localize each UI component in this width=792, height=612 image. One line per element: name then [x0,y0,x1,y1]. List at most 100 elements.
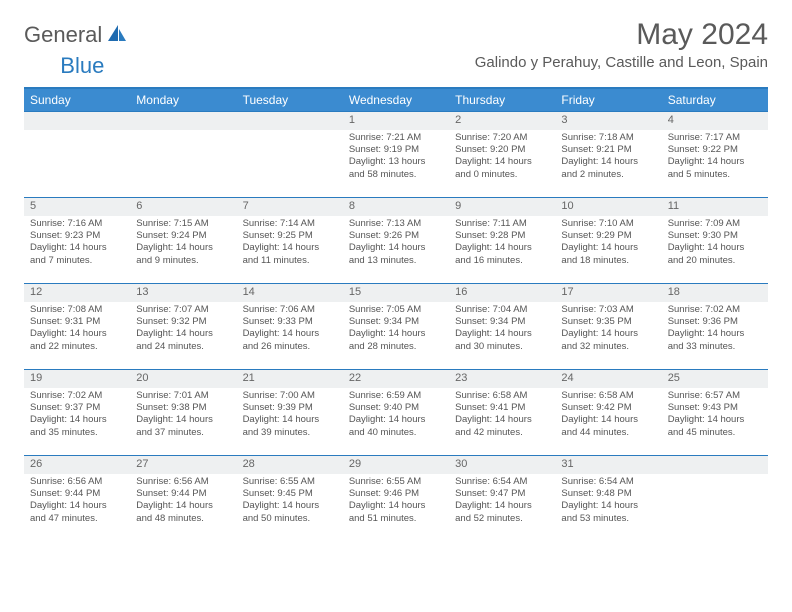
sunset-text: Sunset: 9:35 PM [561,316,655,328]
day-content-cell: Sunrise: 7:09 AMSunset: 9:30 PMDaylight:… [662,216,768,284]
weekday-header-row: Sunday Monday Tuesday Wednesday Thursday… [24,88,768,112]
content-row: Sunrise: 6:56 AMSunset: 9:44 PMDaylight:… [24,474,768,542]
sunrise-text: Sunrise: 7:13 AM [349,218,443,230]
daylight-text: Daylight: 14 hours and 48 minutes. [136,500,230,525]
sunset-text: Sunset: 9:44 PM [30,488,124,500]
sunrise-text: Sunrise: 6:56 AM [30,476,124,488]
sunrise-text: Sunrise: 6:54 AM [455,476,549,488]
sunset-text: Sunset: 9:41 PM [455,402,549,414]
sunrise-text: Sunrise: 7:17 AM [668,132,762,144]
logo: General [24,22,130,48]
sunset-text: Sunset: 9:23 PM [30,230,124,242]
sunrise-text: Sunrise: 7:18 AM [561,132,655,144]
sunrise-text: Sunrise: 6:59 AM [349,390,443,402]
day-content-cell: Sunrise: 6:59 AMSunset: 9:40 PMDaylight:… [343,388,449,456]
day-content-cell: Sunrise: 7:14 AMSunset: 9:25 PMDaylight:… [237,216,343,284]
daylight-text: Daylight: 14 hours and 32 minutes. [561,328,655,353]
daylight-text: Daylight: 14 hours and 52 minutes. [455,500,549,525]
weekday-header: Thursday [449,88,555,112]
sunrise-text: Sunrise: 7:09 AM [668,218,762,230]
daynum-row: 19202122232425 [24,370,768,388]
sunset-text: Sunset: 9:45 PM [243,488,337,500]
day-number-cell: 2 [449,112,555,130]
day-content-cell: Sunrise: 6:54 AMSunset: 9:48 PMDaylight:… [555,474,661,542]
day-content-cell: Sunrise: 7:07 AMSunset: 9:32 PMDaylight:… [130,302,236,370]
sunset-text: Sunset: 9:36 PM [668,316,762,328]
daylight-text: Daylight: 14 hours and 0 minutes. [455,156,549,181]
daylight-text: Daylight: 14 hours and 51 minutes. [349,500,443,525]
daylight-text: Daylight: 14 hours and 20 minutes. [668,242,762,267]
day-number-cell: 7 [237,198,343,216]
sunrise-text: Sunrise: 7:21 AM [349,132,443,144]
daylight-text: Daylight: 13 hours and 58 minutes. [349,156,443,181]
daylight-text: Daylight: 14 hours and 40 minutes. [349,414,443,439]
sunset-text: Sunset: 9:34 PM [349,316,443,328]
daylight-text: Daylight: 14 hours and 13 minutes. [349,242,443,267]
daylight-text: Daylight: 14 hours and 11 minutes. [243,242,337,267]
daylight-text: Daylight: 14 hours and 33 minutes. [668,328,762,353]
sunrise-text: Sunrise: 6:57 AM [668,390,762,402]
sunset-text: Sunset: 9:46 PM [349,488,443,500]
daynum-row: 12131415161718 [24,284,768,302]
logo-text-general: General [24,22,102,48]
day-number-cell: 20 [130,370,236,388]
day-number-cell: 22 [343,370,449,388]
sunset-text: Sunset: 9:40 PM [349,402,443,414]
sunset-text: Sunset: 9:38 PM [136,402,230,414]
day-content-cell: Sunrise: 6:56 AMSunset: 9:44 PMDaylight:… [24,474,130,542]
daylight-text: Daylight: 14 hours and 45 minutes. [668,414,762,439]
sunrise-text: Sunrise: 6:58 AM [455,390,549,402]
sunset-text: Sunset: 9:33 PM [243,316,337,328]
sunset-text: Sunset: 9:29 PM [561,230,655,242]
day-number-cell: 25 [662,370,768,388]
weekday-header: Tuesday [237,88,343,112]
daynum-row: 1234 [24,112,768,130]
daylight-text: Daylight: 14 hours and 50 minutes. [243,500,337,525]
day-content-cell: Sunrise: 7:16 AMSunset: 9:23 PMDaylight:… [24,216,130,284]
logo-text-blue: Blue [60,53,104,79]
sunrise-text: Sunrise: 7:07 AM [136,304,230,316]
day-content-cell: Sunrise: 6:56 AMSunset: 9:44 PMDaylight:… [130,474,236,542]
day-number-cell [130,112,236,130]
daylight-text: Daylight: 14 hours and 2 minutes. [561,156,655,181]
day-number-cell: 10 [555,198,661,216]
day-content-cell: Sunrise: 6:55 AMSunset: 9:46 PMDaylight:… [343,474,449,542]
sunrise-text: Sunrise: 7:00 AM [243,390,337,402]
sunset-text: Sunset: 9:37 PM [30,402,124,414]
sunrise-text: Sunrise: 7:16 AM [30,218,124,230]
sunrise-text: Sunrise: 7:01 AM [136,390,230,402]
weekday-header: Wednesday [343,88,449,112]
day-number-cell: 12 [24,284,130,302]
day-content-cell: Sunrise: 7:06 AMSunset: 9:33 PMDaylight:… [237,302,343,370]
day-number-cell: 15 [343,284,449,302]
sunrise-text: Sunrise: 6:56 AM [136,476,230,488]
day-number-cell: 3 [555,112,661,130]
daylight-text: Daylight: 14 hours and 37 minutes. [136,414,230,439]
day-content-cell [237,130,343,198]
day-number-cell: 9 [449,198,555,216]
day-number-cell [237,112,343,130]
sunrise-text: Sunrise: 7:03 AM [561,304,655,316]
sunset-text: Sunset: 9:34 PM [455,316,549,328]
sunrise-text: Sunrise: 7:05 AM [349,304,443,316]
daylight-text: Daylight: 14 hours and 44 minutes. [561,414,655,439]
sunset-text: Sunset: 9:20 PM [455,144,549,156]
day-number-cell: 26 [24,456,130,474]
sunset-text: Sunset: 9:32 PM [136,316,230,328]
content-row: Sunrise: 7:16 AMSunset: 9:23 PM Daylight:… [24,216,768,284]
sunrise-text: Sunrise: 6:55 AM [243,476,337,488]
daylight-text: Daylight: 14 hours and 22 minutes. [30,328,124,353]
day-content-cell [24,130,130,198]
day-content-cell: Sunrise: 7:15 AMSunset: 9:24 PMDaylight:… [130,216,236,284]
sunrise-text: Sunrise: 7:10 AM [561,218,655,230]
day-content-cell: Sunrise: 7:04 AMSunset: 9:34 PMDaylight:… [449,302,555,370]
day-content-cell: Sunrise: 7:08 AMSunset: 9:31 PMDaylight:… [24,302,130,370]
calendar-page: General May 2024 Galindo y Perahuy, Cast… [0,0,792,560]
daylight-text: Daylight: 14 hours and 39 minutes. [243,414,337,439]
sunset-text: Sunset: 9:44 PM [136,488,230,500]
location-text: Galindo y Perahuy, Castille and Leon, Sp… [475,54,768,71]
sunset-text: Sunset: 9:30 PM [668,230,762,242]
day-number-cell [662,456,768,474]
day-number-cell: 16 [449,284,555,302]
daylight-text: Daylight: 14 hours and 47 minutes. [30,500,124,525]
